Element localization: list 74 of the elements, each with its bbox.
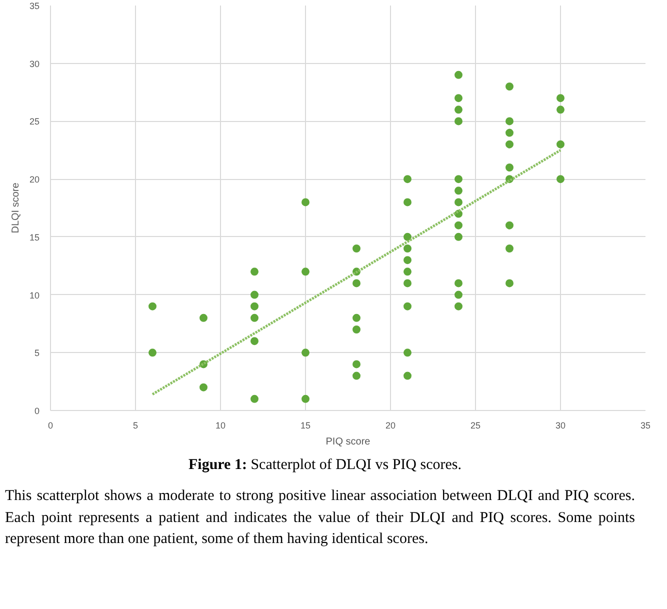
y-tick-label: 0: [34, 406, 40, 416]
x-axis-title: PIQ score: [326, 436, 371, 448]
point: [454, 302, 462, 310]
point: [454, 279, 462, 288]
point: [404, 268, 412, 276]
point: [506, 279, 514, 288]
point: [506, 221, 514, 230]
point: [250, 314, 258, 322]
point: [352, 314, 360, 322]
point: [302, 348, 310, 357]
point: [506, 164, 514, 172]
point: [404, 372, 412, 380]
point: [404, 244, 412, 252]
point: [556, 175, 564, 184]
point: [352, 244, 360, 252]
point: [506, 117, 514, 126]
point: [506, 244, 514, 252]
point: [506, 82, 514, 90]
y-tick-label: 20: [29, 174, 40, 185]
point: [250, 394, 258, 403]
point: [200, 383, 208, 392]
x-tick-label: 20: [385, 420, 396, 430]
text: This scatterplot shows a moderate to strong positive linear association between DLQI and PIQ scores. Each point represents a patient and indicates the value of their DLQI and PIQ scores. Some points represent more than one patient, some of them having identical scores.: [5, 487, 635, 550]
point: [454, 221, 462, 230]
point: [302, 198, 310, 206]
x-tick-label: 5: [132, 420, 138, 430]
point: [250, 337, 258, 346]
point: [302, 268, 310, 276]
point: [404, 279, 412, 288]
y-tick-label: 10: [29, 290, 40, 300]
point: [454, 70, 462, 79]
point: [250, 302, 258, 310]
y-axis-title: DLQI score: [10, 182, 22, 234]
point: [352, 360, 360, 368]
y-tick-label: 5: [34, 348, 40, 358]
x-tick-label: 30: [555, 420, 566, 430]
y-tick-label: 15: [29, 232, 40, 242]
y-tick-label: 30: [29, 58, 40, 69]
y-tick-label: 35: [29, 1, 40, 11]
x-tick-label: 10: [215, 420, 226, 430]
point: [556, 94, 564, 102]
point: [404, 302, 412, 310]
point: [352, 279, 360, 288]
point: [352, 372, 360, 380]
point: [454, 186, 462, 195]
point: [454, 232, 462, 241]
point: [556, 106, 564, 114]
x-tick-label: 0: [48, 420, 54, 430]
point: [200, 314, 208, 322]
y-tick-label: 25: [29, 116, 40, 127]
point: [148, 302, 156, 310]
point: [404, 348, 412, 357]
point: [250, 290, 258, 299]
point: [404, 256, 412, 264]
x-tick-label: 25: [470, 420, 481, 430]
point: [352, 326, 360, 334]
point: [506, 128, 514, 137]
caption: Figure 1: Scatterplot of DLQI vs PIQ scores.: [187, 456, 462, 475]
point: [454, 198, 462, 206]
point: [454, 117, 462, 126]
point: [454, 106, 462, 114]
point: [404, 198, 412, 206]
point: [454, 290, 462, 299]
point: [454, 175, 462, 184]
x-tick-label: 15: [300, 420, 311, 430]
x-tick-label: 35: [640, 420, 651, 430]
point: [404, 175, 412, 184]
point: [506, 140, 514, 148]
point: [250, 268, 258, 276]
point: [404, 232, 412, 241]
point: [454, 94, 462, 102]
point: [302, 394, 310, 403]
point: [556, 140, 564, 148]
point: [148, 348, 156, 357]
